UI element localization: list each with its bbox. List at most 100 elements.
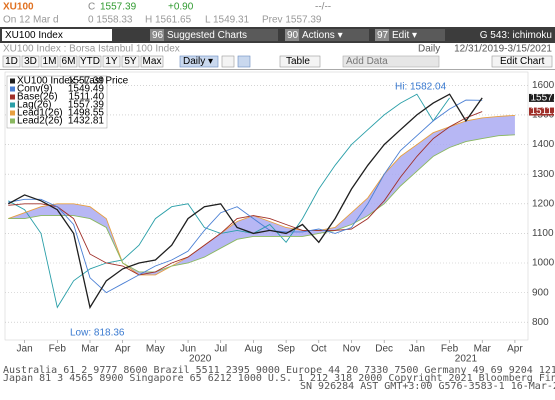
legend-value: 1511.40 (69, 92, 105, 103)
high: H 1561.65 (145, 15, 192, 26)
footer-line: Australia 61 2 9777 8600 Brazil 5511 239… (3, 365, 555, 376)
security-name: XU100 Index : Borsa Istanbul 100 Index (3, 44, 180, 55)
y-tick-label: 1400 (532, 139, 555, 150)
legend-label: Lead2(26) (17, 116, 63, 127)
legend-swatch (10, 86, 15, 92)
legend-swatch (10, 118, 15, 124)
y-tick-label: 1000 (532, 258, 555, 269)
series-line (8, 114, 515, 276)
x-tick-label: Feb (441, 344, 459, 355)
range-button[interactable] (121, 55, 140, 68)
period: Daily (418, 44, 440, 55)
legend-swatch (10, 110, 15, 116)
edit-chart: Edit Chart (500, 56, 545, 67)
frequency-button[interactable] (179, 55, 219, 68)
x-tick-label: Dec (375, 344, 393, 355)
x-tick-label: Nov (343, 344, 361, 355)
x-tick-label: Jul (214, 344, 227, 355)
annotation: Hi: 1582.04 (395, 82, 447, 93)
annotation: Low: 818.36 (70, 328, 125, 339)
range-label: 1M (43, 56, 57, 67)
series-line (8, 111, 483, 276)
range-label: Max (143, 56, 162, 67)
year-label: 2021 (455, 354, 478, 365)
range-label: 3D (24, 56, 37, 67)
price-tag-label: 1557.39 (531, 93, 555, 104)
x-tick-label: May (146, 344, 165, 355)
legend-swatch (10, 78, 15, 84)
toolbar-button[interactable] (285, 29, 369, 41)
price-tag (529, 93, 554, 102)
frequency: Daily ▾ (183, 56, 213, 67)
chart-code: G 543: ichimoku (480, 30, 552, 41)
button-key: 97 (377, 30, 389, 41)
security: XU100 Index (5, 30, 63, 41)
range-buttons: 1D 3D 1M 6M YTD 1Y 5Y Max (2, 55, 164, 68)
y-tick-label: 1300 (532, 169, 555, 180)
range-button[interactable] (140, 55, 164, 68)
legend-value: 1557.39 (68, 100, 105, 111)
security-field[interactable] (2, 29, 112, 41)
legend-label: XU100 Index - Last Price (17, 76, 129, 87)
range-button[interactable] (78, 55, 102, 68)
close-flag: C (88, 2, 95, 13)
edit-chart-button[interactable] (491, 55, 553, 68)
y-tick-label: 1600 (532, 80, 555, 91)
change: +0.90 (168, 2, 194, 13)
series-line (7, 93, 483, 310)
button-label: Edit ▾ (392, 30, 417, 41)
x-tick-label: Jan (409, 344, 425, 355)
series-line (8, 93, 450, 309)
table-button[interactable] (279, 55, 321, 68)
x-tick-label: Apr (507, 344, 523, 355)
range-button[interactable] (40, 55, 59, 68)
last-price: 1557.39 (100, 2, 137, 13)
x-tick-label: Oct (311, 344, 327, 355)
add-data-field[interactable] (342, 55, 440, 68)
low: L 1549.31 (205, 15, 250, 26)
legend-label: Conv(9) (17, 84, 53, 95)
x-tick-label: Feb (49, 344, 67, 355)
ticker: XU100 (3, 2, 34, 13)
x-tick-label: Sep (277, 344, 295, 355)
x-tick-label: Jan (17, 344, 33, 355)
table: Table (286, 56, 310, 67)
y-tick-label: 1100 (532, 228, 554, 239)
x-tick-label: Apr (115, 344, 131, 355)
button-key-box (375, 29, 389, 41)
legend-value: 1549.49 (68, 84, 105, 95)
legend-label: Lead1(26) (17, 108, 63, 119)
range-button[interactable] (21, 55, 40, 68)
button-key-box (285, 29, 299, 41)
x-tick-label: Jun (180, 344, 196, 355)
cloud (8, 115, 515, 275)
legend-value: 1432.81 (68, 116, 105, 127)
series-line (8, 134, 515, 273)
footer-line: SN 926284 AST GMT+3:00 G576-3583-1 16-Ma… (300, 381, 555, 392)
y-tick-label: 1200 (532, 198, 555, 209)
toolbar-buttons: 96 Suggested Charts 90 Actions ▾ 97 Edit ▾ (150, 29, 445, 41)
y-tick-label: 900 (532, 287, 549, 298)
toolbar-button[interactable] (150, 29, 278, 41)
time: --/-- (315, 2, 331, 13)
icon-button[interactable] (237, 55, 251, 68)
add-data: Add Data (346, 56, 388, 67)
x-tick-label: Aug (245, 344, 263, 355)
range-button[interactable] (2, 55, 21, 68)
legend-label: Lag(26) (17, 100, 51, 111)
button-key-box (150, 29, 164, 41)
year-label: 2020 (189, 354, 212, 365)
range-label: 6M (62, 56, 76, 67)
button-label: Actions ▾ (302, 30, 343, 41)
legend: XU100 Index - Last Price 1557.39 Conv(9) 15… (6, 76, 129, 129)
date: On 12 Mar d (3, 15, 59, 26)
range-button[interactable] (102, 55, 121, 68)
range-button[interactable] (59, 55, 78, 68)
legend-value: 1498.55 (68, 108, 105, 119)
toolbar-button[interactable] (375, 29, 445, 41)
range-label: YTD (80, 56, 100, 67)
icon-button[interactable] (221, 55, 235, 68)
button-key: 96 (152, 30, 164, 41)
price-tag-label: 1511.40 (531, 106, 555, 117)
prev: Prev 1557.39 (262, 15, 322, 26)
